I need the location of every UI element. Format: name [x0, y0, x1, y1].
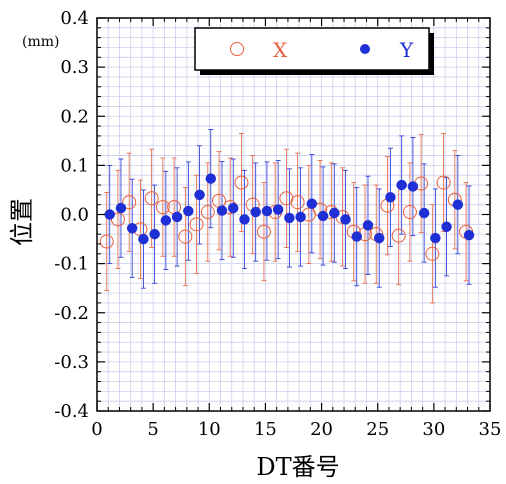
grid	[96, 17, 491, 412]
data-point-x	[425, 246, 440, 261]
legend-x-label: X	[273, 38, 288, 62]
data-point-x	[256, 224, 271, 239]
x-tick-label: 35	[479, 419, 502, 440]
data-point-y	[441, 221, 452, 233]
data-point-y	[295, 211, 306, 223]
legend-box	[194, 27, 430, 71]
x-tick-label: 5	[147, 419, 158, 440]
data-point-x	[144, 191, 159, 206]
data-point-y	[306, 198, 318, 209]
data-point-x	[402, 205, 417, 220]
legend-y-marker	[360, 44, 370, 54]
legend-y-label: Y	[399, 38, 414, 62]
y-tick-label: -0.3	[54, 352, 89, 373]
tick-labels: 0 5 10 15 20 25 30 35 0.4 0.3 0.2 0.1 0.0 -0.1 -0.2 -0.…	[54, 8, 501, 440]
data-point-y	[430, 232, 441, 244]
data-point-y	[126, 223, 138, 234]
y-tick-label: -0.4	[54, 401, 89, 422]
x-tick-label: 10	[198, 419, 221, 440]
data-point-y	[385, 192, 396, 203]
data-point-x	[290, 195, 305, 210]
data-point-y	[272, 204, 284, 215]
data-points	[99, 173, 475, 261]
x-axis-title: DT番号	[256, 453, 339, 481]
data-point-y	[407, 181, 419, 192]
data-point-y	[463, 229, 475, 241]
legend: X Y	[194, 27, 434, 75]
data-point-y	[171, 211, 183, 223]
data-point-x	[178, 229, 193, 244]
y-tick-label: -0.1	[54, 254, 89, 275]
data-point-y	[329, 207, 340, 219]
data-point-y	[284, 212, 295, 224]
y-tick-label: -0.2	[54, 303, 89, 324]
data-point-y	[216, 205, 228, 216]
data-point-x	[155, 200, 170, 215]
data-point-y	[250, 206, 261, 218]
data-point-x	[189, 217, 204, 232]
data-point-y	[340, 214, 351, 225]
data-point-x	[122, 195, 137, 210]
data-point-y	[418, 207, 430, 219]
data-point-y	[183, 205, 194, 217]
data-point-y	[351, 231, 363, 242]
y-axis-title: 位置	[8, 198, 36, 246]
y-tick-label: 0.1	[60, 155, 89, 176]
x-tick-label: 30	[422, 419, 445, 440]
data-point-y	[149, 228, 160, 240]
data-point-y	[160, 215, 172, 226]
legend-x-marker	[230, 42, 244, 56]
data-point-y	[452, 199, 464, 210]
data-point-x	[234, 175, 249, 190]
data-point-x	[200, 205, 215, 220]
x-tick-label: 20	[310, 419, 333, 440]
data-point-y	[239, 214, 250, 225]
y-unit-label: (mm)	[22, 34, 59, 50]
data-point-y	[362, 220, 374, 231]
y-tick-label: 0.3	[60, 57, 89, 78]
y-tick-label: 0.2	[60, 106, 89, 127]
data-point-x	[436, 175, 451, 190]
x-tick-label: 15	[254, 419, 277, 440]
data-point-y	[194, 189, 205, 201]
y-tick-label: 0.4	[60, 8, 89, 29]
data-point-y	[373, 232, 385, 244]
data-point-x	[391, 228, 406, 243]
data-point-y	[205, 173, 217, 184]
data-point-y	[115, 202, 127, 214]
data-point-x	[99, 234, 114, 249]
y-tick-label: 0.0	[60, 205, 89, 226]
x-tick-label: 0	[91, 419, 102, 440]
x-tick-label: 25	[366, 419, 389, 440]
data-point-y	[396, 179, 407, 191]
axis-ticks	[96, 17, 491, 412]
data-point-y	[138, 233, 149, 245]
data-point-y	[227, 202, 239, 214]
data-point-y	[261, 205, 273, 217]
data-point-y	[317, 210, 329, 222]
data-point-y	[104, 209, 115, 220]
